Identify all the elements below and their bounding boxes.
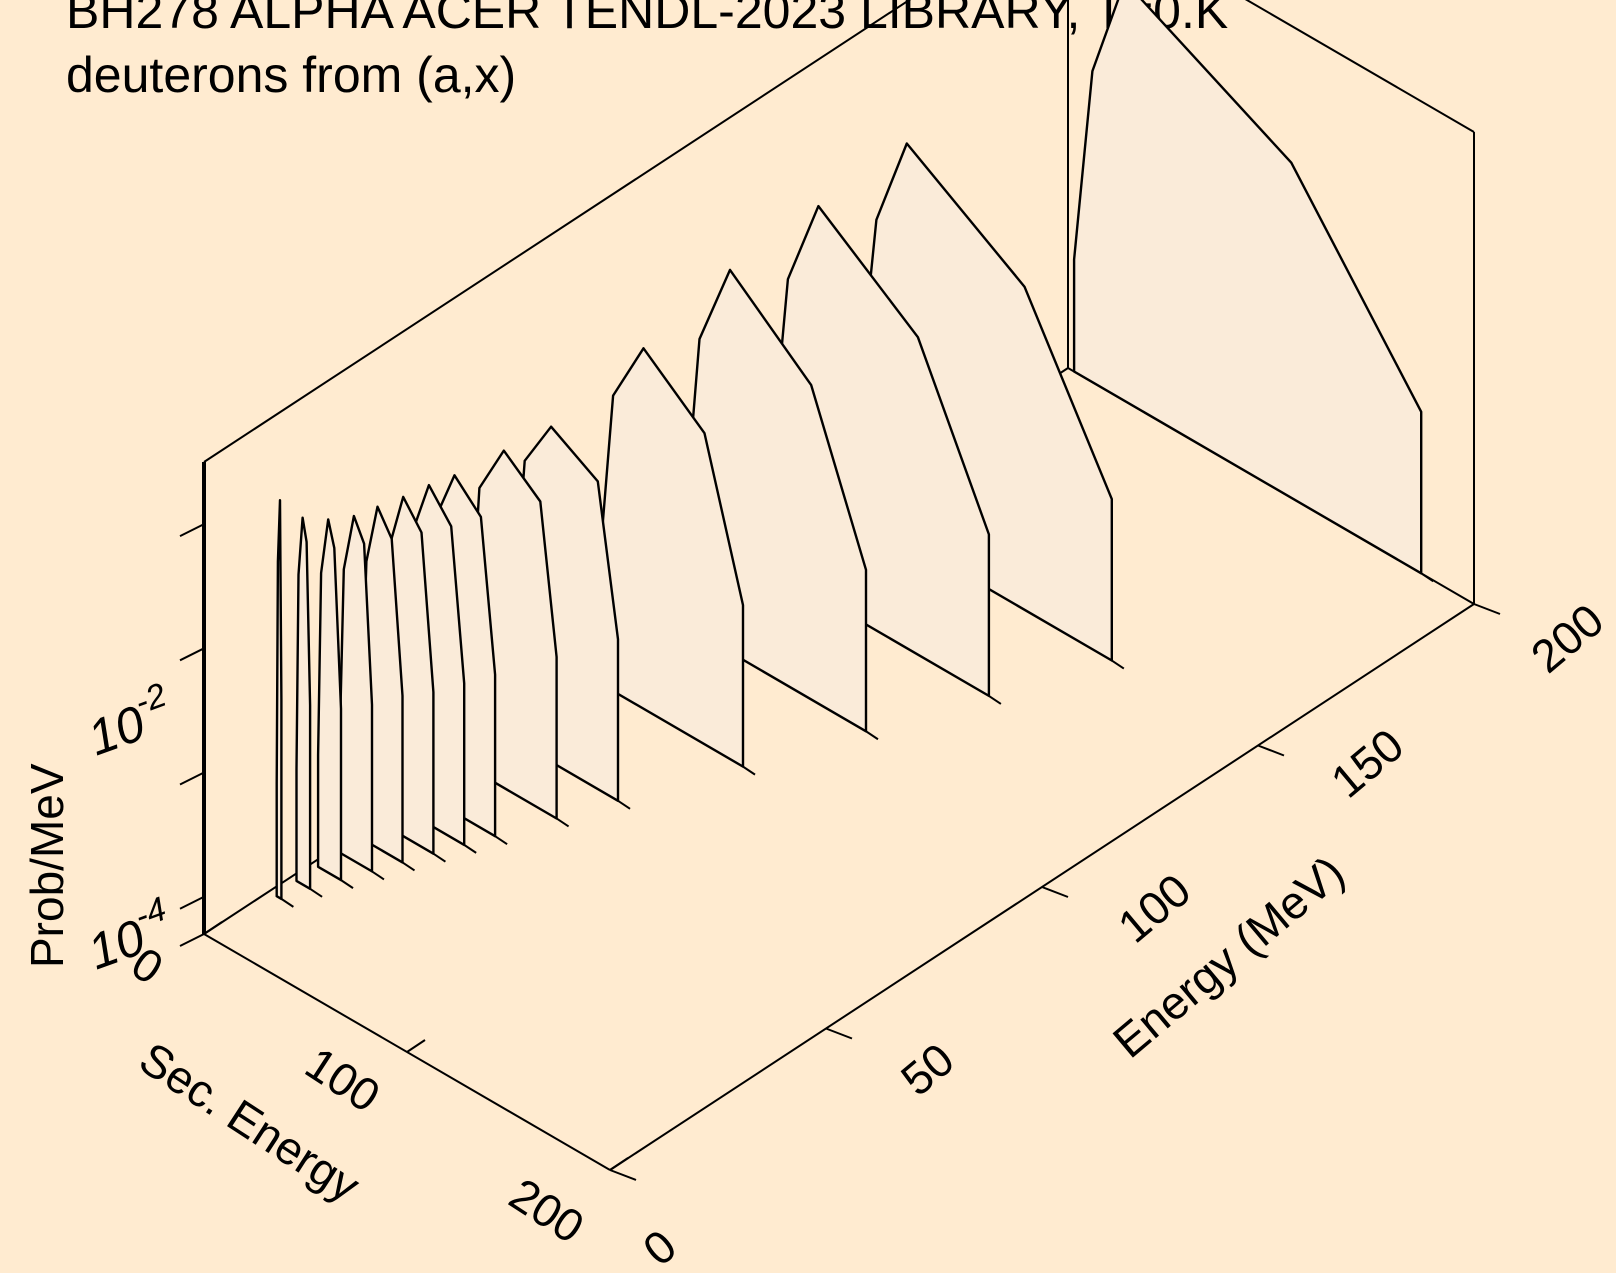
slice-foot-50-mev — [494, 835, 508, 845]
slice-foot-35-mev — [401, 861, 416, 872]
y-tick-0 — [609, 1169, 637, 1181]
y-tick-200 — [1473, 603, 1501, 615]
slice-25-mev — [316, 518, 343, 882]
x-tick-label-100: 100 — [297, 1037, 390, 1122]
slice-foot-20-mev — [309, 888, 323, 898]
data-slices — [275, 0, 1434, 908]
slice-foot-90-mev — [742, 765, 756, 776]
y-tick-label-150: 150 — [1321, 718, 1413, 807]
slice-foot-130-mev — [988, 695, 1002, 705]
z-tick-floor — [179, 933, 205, 947]
z-axis-label: Prob/MeV — [21, 763, 73, 968]
y-axis-label: Energy (MeV) — [1103, 845, 1354, 1067]
z-tick--2 — [179, 647, 205, 662]
chart-title-line1: BH278 ALPHA ACER TENDL-2023 LIBRARY, T=0… — [66, 0, 1228, 39]
y-tick-150 — [1257, 744, 1285, 757]
z-tick-label-1e-2: 10-2 — [78, 676, 181, 766]
x-tick-100 — [406, 1039, 426, 1053]
z-tick-label-1e-4: 10-4 — [78, 890, 181, 980]
y-tick-label-50: 50 — [891, 1033, 964, 1106]
y-tick-100 — [1041, 886, 1069, 898]
slice-foot-70-mev — [617, 799, 631, 810]
slice-foot-110-mev — [865, 730, 879, 741]
slice-foot-60-mev — [556, 817, 570, 828]
frame-right-top — [1244, 0, 1475, 133]
slice-20-mev — [295, 516, 312, 890]
y-tick-label-200: 200 — [1521, 593, 1613, 682]
x-tick-200 — [609, 1157, 629, 1171]
z-tick--4 — [179, 895, 205, 910]
y-tick-label-100: 100 — [1108, 863, 1200, 952]
y-tick-labels: 0 50 100 150 200 — [633, 593, 1613, 1273]
chart-title-line2: deuterons from (a,x) — [66, 47, 516, 103]
slice-foot-40-mev — [432, 852, 446, 863]
slice-foot-45-mev — [463, 844, 477, 854]
x-tick-0 — [203, 921, 223, 935]
slice-200-mev — [1072, 0, 1423, 575]
slice-foot-15-mev — [280, 898, 294, 908]
slice-foot-200-mev — [1420, 572, 1434, 583]
z-tick-labels: 10-4 10-2 — [78, 676, 181, 980]
slice-15-mev — [275, 499, 283, 901]
z-tick--1 — [179, 523, 205, 537]
y-tick-label-0: 0 — [633, 1219, 686, 1273]
slice-foot-30-mev — [371, 870, 385, 881]
y-tick-50 — [825, 1027, 853, 1040]
axis-ticks — [179, 523, 1501, 1181]
frame-back-top — [203, 0, 912, 463]
x-tick-label-200: 200 — [501, 1168, 594, 1253]
z-tick--3 — [179, 771, 205, 786]
slice-foot-25-mev — [340, 879, 354, 889]
slice-foot-150-mev — [1111, 659, 1125, 670]
